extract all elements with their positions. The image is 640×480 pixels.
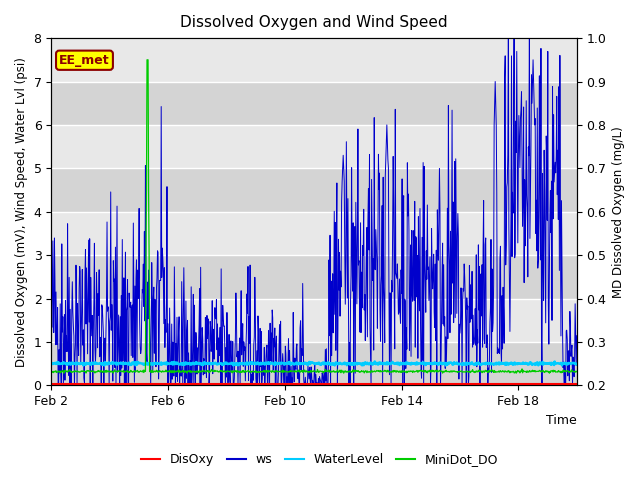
Text: EE_met: EE_met — [59, 54, 110, 67]
Bar — [51, 38, 577, 82]
Title: Dissolved Oxygen and Wind Speed: Dissolved Oxygen and Wind Speed — [180, 15, 448, 30]
Bar — [51, 212, 577, 255]
Bar — [51, 82, 577, 125]
Bar — [51, 342, 577, 385]
X-axis label: Time: Time — [546, 414, 577, 427]
Bar — [51, 168, 577, 212]
Y-axis label: MD Dissolved Oxygen (mg/L): MD Dissolved Oxygen (mg/L) — [612, 126, 625, 298]
Y-axis label: Dissolved Oxygen (mV), Wind Speed, Water Lvl (psi): Dissolved Oxygen (mV), Wind Speed, Water… — [15, 57, 28, 367]
Legend: DisOxy, ws, WaterLevel, MiniDot_DO: DisOxy, ws, WaterLevel, MiniDot_DO — [136, 448, 504, 471]
Bar — [51, 255, 577, 299]
Bar — [51, 299, 577, 342]
Bar — [51, 125, 577, 168]
